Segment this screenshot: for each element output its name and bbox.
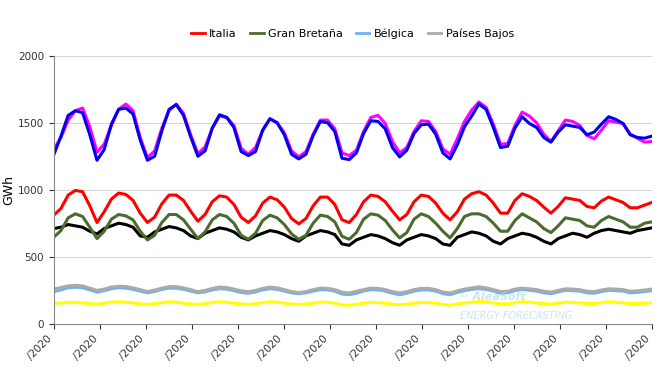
Legend: Italia, Gran Bretaña, Bélgica, Países Bajos: Italia, Gran Bretaña, Bélgica, Países Ba… [187, 24, 519, 43]
Text: ·· AleaSoft: ·· AleaSoft [460, 292, 526, 302]
Y-axis label: GWh: GWh [2, 175, 15, 205]
Text: ENERGY FORECASTING: ENERGY FORECASTING [460, 311, 573, 321]
